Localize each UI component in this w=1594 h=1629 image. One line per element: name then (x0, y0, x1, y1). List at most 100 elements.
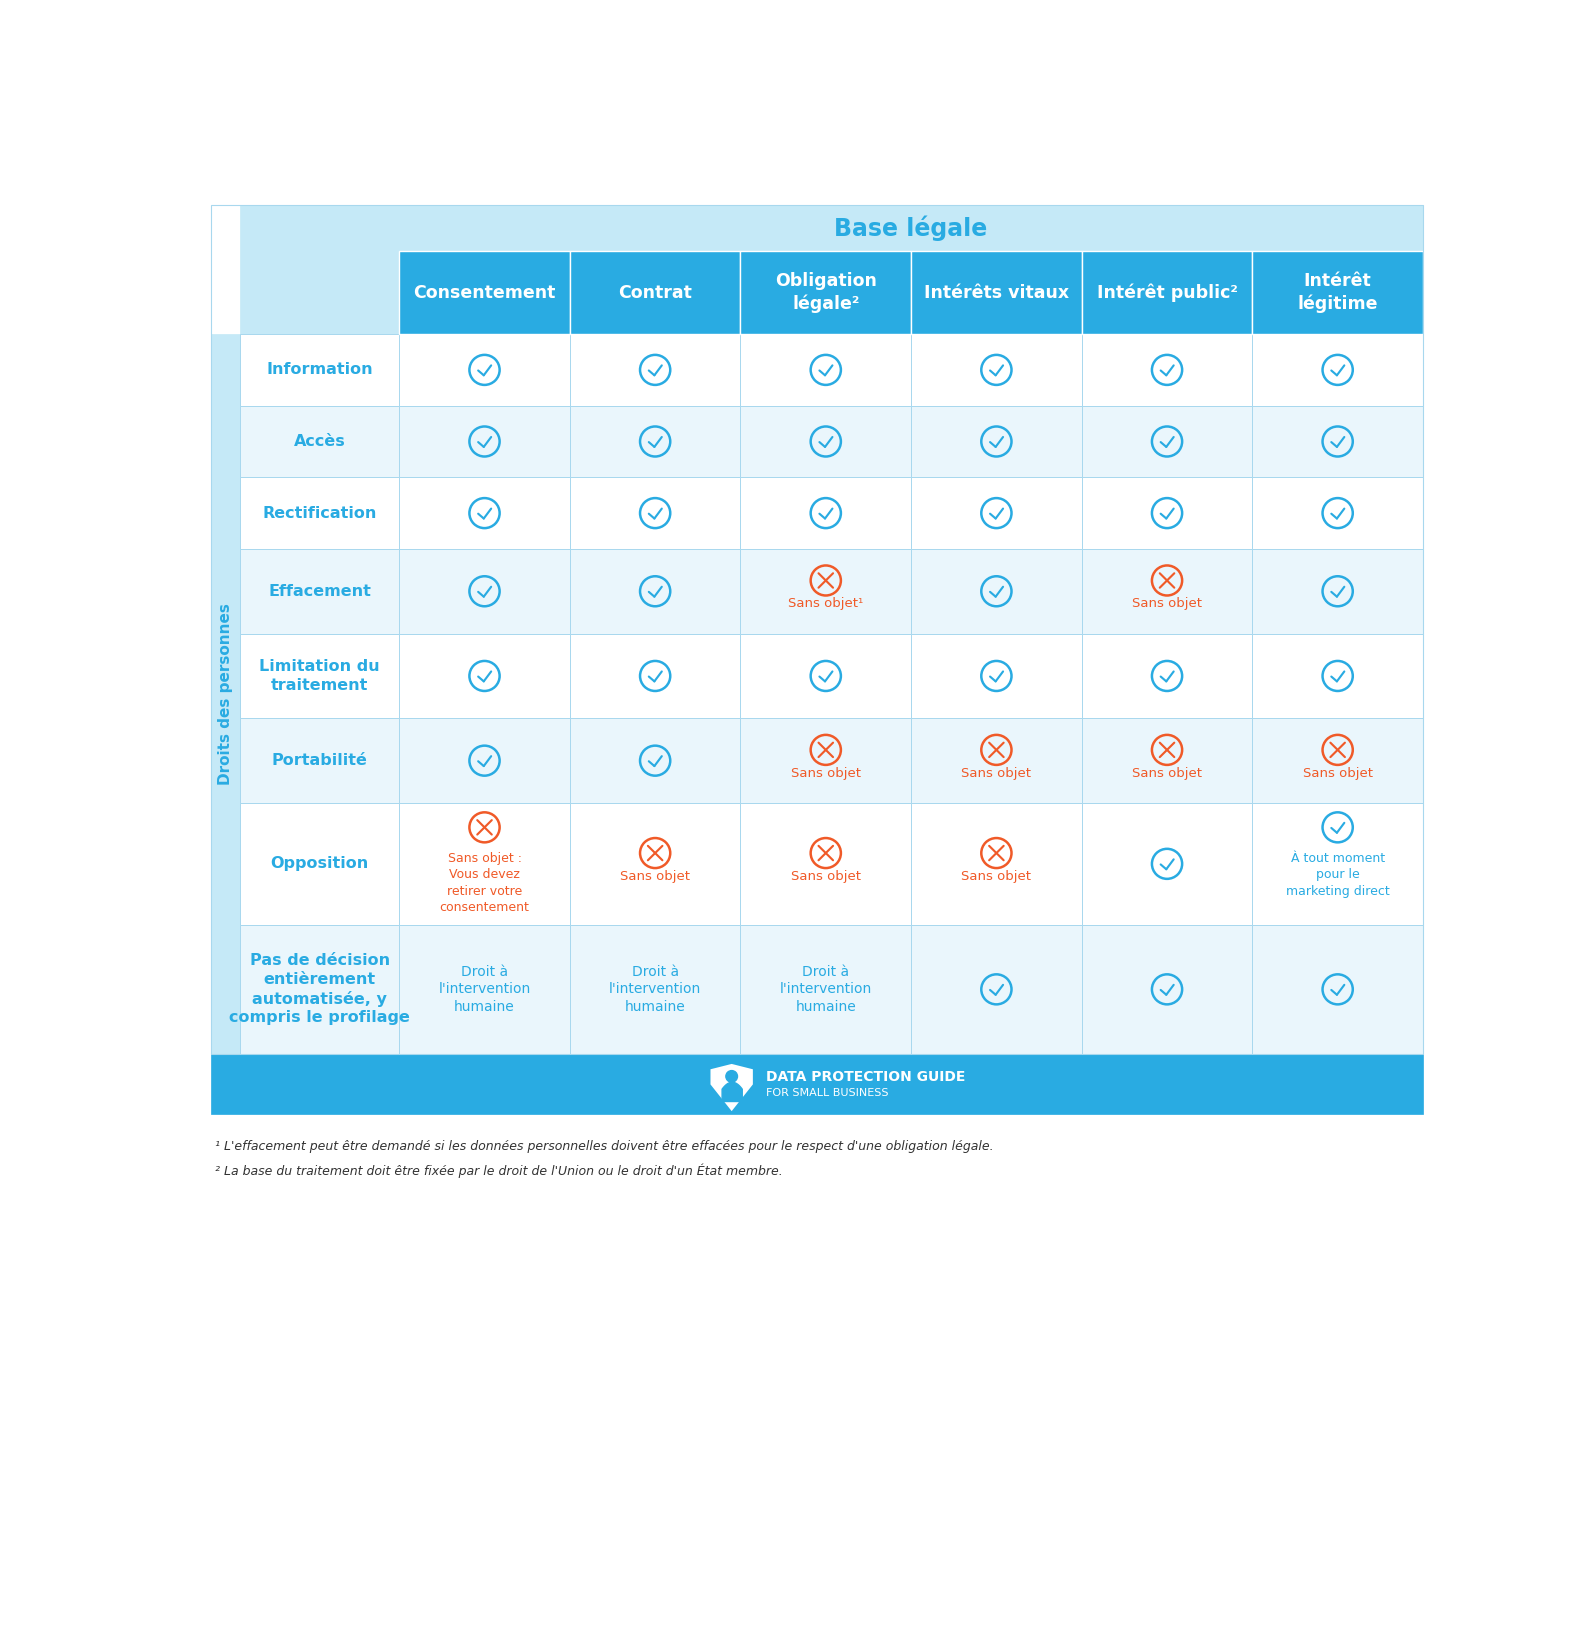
Bar (912, 549, 1082, 634)
Text: Intérêt
légitime: Intérêt légitime (1298, 272, 1377, 313)
Text: Consentement: Consentement (413, 283, 556, 301)
Circle shape (725, 1070, 738, 1082)
Text: Effacement: Effacement (268, 583, 371, 599)
Bar (912, 803, 1082, 925)
Text: Opposition: Opposition (271, 857, 368, 872)
Bar (569, 334, 741, 406)
Bar (741, 477, 912, 549)
Bar (241, 925, 398, 1054)
Bar (741, 251, 912, 334)
Bar (241, 549, 398, 634)
Bar (241, 477, 398, 549)
Text: Accès: Accès (293, 433, 346, 450)
Text: Rectification: Rectification (263, 505, 376, 521)
Text: Sans objet¹: Sans objet¹ (787, 598, 864, 611)
Text: Sans objet :
Vous devez
retirer votre
consentement: Sans objet : Vous devez retirer votre co… (440, 852, 529, 914)
Text: Pas de décision
entièrement
automatisée, y
compris le profilage: Pas de décision entièrement automatisée,… (230, 953, 410, 1025)
Text: Obligation
légale²: Obligation légale² (775, 272, 877, 313)
Text: Contrat: Contrat (618, 283, 692, 301)
Text: Portabilité: Portabilité (273, 753, 368, 769)
Bar (1082, 406, 1253, 477)
Bar (741, 549, 912, 634)
Bar (241, 406, 398, 477)
Bar (912, 925, 1082, 1054)
Bar (1253, 718, 1423, 803)
Bar (398, 251, 569, 334)
Text: Droit à
l'intervention
humaine: Droit à l'intervention humaine (779, 964, 872, 1015)
Bar (912, 718, 1082, 803)
Bar (1082, 803, 1253, 925)
Bar (1082, 634, 1253, 718)
Text: FOR SMALL BUSINESS: FOR SMALL BUSINESS (765, 1088, 888, 1098)
Bar (569, 549, 741, 634)
Bar (912, 406, 1082, 477)
Text: Sans objet: Sans objet (620, 870, 690, 883)
Bar (912, 477, 1082, 549)
Bar (1253, 925, 1423, 1054)
Bar (741, 803, 912, 925)
Text: À tout moment
pour le
marketing direct: À tout moment pour le marketing direct (1286, 852, 1390, 898)
Bar (241, 205, 398, 1054)
Bar (741, 634, 912, 718)
Bar (1082, 549, 1253, 634)
Bar (398, 549, 569, 634)
Text: Intérêts vitaux: Intérêts vitaux (925, 283, 1070, 301)
Bar (1082, 718, 1253, 803)
Bar (398, 718, 569, 803)
Bar (1082, 477, 1253, 549)
Bar (569, 925, 741, 1054)
Text: ² La base du traitement doit être fixée par le droit de l'Union ou le droit d'un: ² La base du traitement doit être fixée … (215, 1163, 783, 1178)
Bar (398, 634, 569, 718)
Bar (210, 334, 241, 1054)
Bar (912, 334, 1082, 406)
Bar (741, 406, 912, 477)
Bar (241, 803, 398, 925)
Bar (241, 634, 398, 718)
Text: Intérêt public²: Intérêt public² (1097, 283, 1237, 301)
Bar (912, 251, 1082, 334)
PathPatch shape (711, 1065, 752, 1109)
Bar (398, 477, 569, 549)
Text: Limitation du
traitement: Limitation du traitement (260, 660, 379, 692)
Bar (1082, 334, 1253, 406)
Bar (1253, 634, 1423, 718)
Bar (210, 205, 1423, 1054)
Bar (241, 718, 398, 803)
Text: Sans objet: Sans objet (1132, 767, 1202, 780)
Text: Sans objet: Sans objet (961, 767, 1031, 780)
Text: ¹ L'effacement peut être demandé si les données personnelles doivent être effacé: ¹ L'effacement peut être demandé si les … (215, 1140, 993, 1153)
Bar (1253, 803, 1423, 925)
Bar (569, 406, 741, 477)
Bar (741, 718, 912, 803)
Text: Sans objet: Sans objet (961, 870, 1031, 883)
Bar (1253, 477, 1423, 549)
Bar (569, 477, 741, 549)
Bar (241, 334, 398, 406)
Bar (1253, 406, 1423, 477)
Bar (569, 803, 741, 925)
Bar (569, 718, 741, 803)
Bar (398, 803, 569, 925)
Text: DATA PROTECTION GUIDE: DATA PROTECTION GUIDE (765, 1070, 964, 1085)
Bar (1253, 251, 1423, 334)
Bar (912, 634, 1082, 718)
Bar (1082, 925, 1253, 1054)
Bar (398, 406, 569, 477)
Text: Droit à
l'intervention
humaine: Droit à l'intervention humaine (438, 964, 531, 1015)
Bar (398, 205, 1423, 251)
Bar (1253, 334, 1423, 406)
Bar (741, 334, 912, 406)
Bar (398, 925, 569, 1054)
Text: Sans objet: Sans objet (1302, 767, 1372, 780)
Text: Droit à
l'intervention
humaine: Droit à l'intervention humaine (609, 964, 701, 1015)
Text: Base légale: Base légale (835, 215, 988, 241)
Bar (210, 1054, 1423, 1114)
Text: Information: Information (266, 362, 373, 378)
Bar (569, 251, 741, 334)
Bar (1253, 549, 1423, 634)
Bar (398, 334, 569, 406)
Bar (1082, 251, 1253, 334)
Text: Droits des personnes: Droits des personnes (218, 603, 233, 785)
Text: Sans objet: Sans objet (791, 870, 861, 883)
Text: Sans objet: Sans objet (791, 767, 861, 780)
